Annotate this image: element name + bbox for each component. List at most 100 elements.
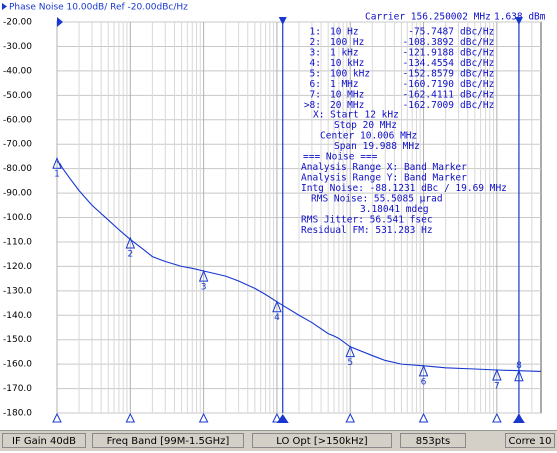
grid (56, 21, 541, 414)
info-line: Analysis Range Y: Band Marker (301, 173, 467, 184)
y-tick-label: -130.0 (3, 286, 32, 296)
marker-label: 7 (494, 382, 500, 392)
status-item: 853pts (400, 433, 466, 448)
info-line: Residual FM: 531.283 Hz (301, 225, 433, 236)
marker-frequency: 10 Hz (330, 27, 359, 38)
y-tick-label: -50.00 (3, 91, 32, 101)
marker-x-indicator (125, 412, 136, 423)
info-line: Span 19.988 MHz (334, 141, 420, 152)
marker-frequency: 1 MHz (330, 79, 359, 90)
marker-number: 3: (310, 48, 321, 59)
band-marker-top (514, 17, 523, 25)
y-tick-label: -40.00 (3, 66, 32, 76)
marker-x-indicator (418, 412, 429, 423)
marker-x-indicator (198, 412, 209, 423)
marker-frequency: 10 kHz (330, 58, 364, 69)
header-arrow (2, 3, 7, 10)
marker-unit: dBc/Hz (460, 69, 494, 80)
carrier: Carrier 156.250002 MHz (365, 12, 491, 23)
y-tick-label: -110.0 (3, 237, 32, 247)
marker-unit: dBc/Hz (460, 58, 494, 69)
band-marker-bottom (276, 414, 289, 423)
marker-number: >8: (304, 100, 321, 111)
marker (125, 236, 136, 249)
info-line: RMS Noise: 55.5085 µrad (311, 194, 443, 205)
marker-value: -121.9188 (403, 48, 455, 59)
y-tick-label: -20.00 (3, 18, 32, 28)
marker-unit: dBc/Hz (460, 48, 494, 59)
marker-value: -160.7190 (403, 79, 455, 90)
marker-frequency: 10 MHz (330, 90, 364, 101)
status-bar: IF Gain 40dB Freq Band [99M-1.5GHz] LO Opt… (0, 430, 557, 451)
marker (345, 345, 355, 358)
marker-frequency: 20 MHz (330, 100, 364, 111)
marker-frequency: 100 Hz (330, 37, 364, 48)
info-line: Center 10.006 MHz (320, 131, 417, 142)
marker-number: 7: (310, 90, 321, 101)
y-tick-label: -100.0 (3, 213, 32, 223)
marker-label: 4 (274, 313, 280, 323)
header: Phase Noise 10.00dB/ Ref -20.00dBc/Hz (9, 3, 188, 13)
marker-table: 1: 10 Hz -75.7487 dBc/Hz 2: 100 Hz -108.3892 dB… (304, 27, 495, 112)
y-tick-label: -30.00 (3, 42, 32, 52)
marker (272, 300, 282, 313)
marker-unit: dBc/Hz (460, 90, 494, 101)
marker-label: 3 (201, 283, 207, 293)
marker-number: 2: (310, 37, 321, 48)
marker-x-indicator (514, 412, 524, 423)
marker-value: -162.7009 (403, 100, 455, 111)
info-line: 3.18041 mdeg (360, 204, 429, 215)
marker-unit: dBc/Hz (460, 37, 494, 48)
marker-value: -75.7487 (408, 27, 454, 38)
marker-frequency: 1 kHz (330, 48, 359, 59)
marker-number: 1: (310, 27, 321, 38)
reference-arrow (57, 17, 63, 27)
status-item: LO Opt [>150kHz] (252, 433, 392, 448)
y-tick-label: -90.00 (3, 189, 32, 199)
marker-label: 5 (347, 358, 353, 368)
y-tick-label: -160.0 (3, 360, 32, 370)
marker-x-indicator (492, 412, 502, 423)
marker (52, 156, 62, 169)
y-tick-label: -60.00 (3, 115, 32, 125)
marker-unit: dBc/Hz (460, 27, 494, 38)
chart: Phase Noise 10.00dB/ Ref -20.00dBc/Hz Ca… (2, 2, 546, 423)
marker (198, 269, 209, 282)
status-item: IF Gain 40dB (2, 433, 86, 448)
marker (492, 368, 502, 381)
info-line: RMS Jitter: 56.541 fsec (301, 215, 433, 226)
info-line: === Noise === (303, 152, 378, 163)
marker-label: 2 (127, 250, 133, 260)
y-tick-label: -80.00 (3, 164, 32, 174)
status-item: Freq Band [99M-1.5GHz] (92, 433, 244, 448)
marker-value: -134.4554 (403, 58, 455, 69)
y-tick-label: -120.0 (3, 262, 32, 272)
marker-x-indicator (272, 412, 282, 423)
info-line: Intg Noise: -88.1231 dBc / 19.69 MHz (301, 183, 507, 194)
marker-label: 8 (516, 361, 522, 371)
marker-number: 5: (310, 69, 321, 80)
band-marker-top (278, 17, 287, 25)
marker-value: -152.8579 (403, 69, 455, 80)
marker-frequency: 100 kHz (330, 69, 370, 80)
marker-value: -108.3892 (403, 37, 454, 48)
y-tick-label: -150.0 (3, 335, 32, 345)
marker-label: 6 (421, 377, 427, 387)
status-item: Corre 10 (505, 433, 555, 448)
y-tick-label: -70.00 (3, 140, 32, 150)
y-tick-label: -170.0 (3, 384, 32, 394)
marker-number: 4: (310, 58, 321, 69)
marker-unit: dBc/Hz (460, 79, 494, 90)
y-tick-label: -180.0 (3, 409, 32, 419)
marker-unit: dBc/Hz (460, 100, 494, 111)
info-line: X: Start 12 kHz (313, 110, 399, 121)
marker-x-indicator (52, 412, 62, 423)
info-line: Stop 20 MHz (334, 120, 397, 131)
marker (418, 364, 429, 377)
trace (56, 160, 542, 373)
marker-label: 1 (54, 170, 60, 180)
y-tick-label: -140.0 (3, 311, 32, 321)
marker-x-indicator (345, 412, 356, 423)
